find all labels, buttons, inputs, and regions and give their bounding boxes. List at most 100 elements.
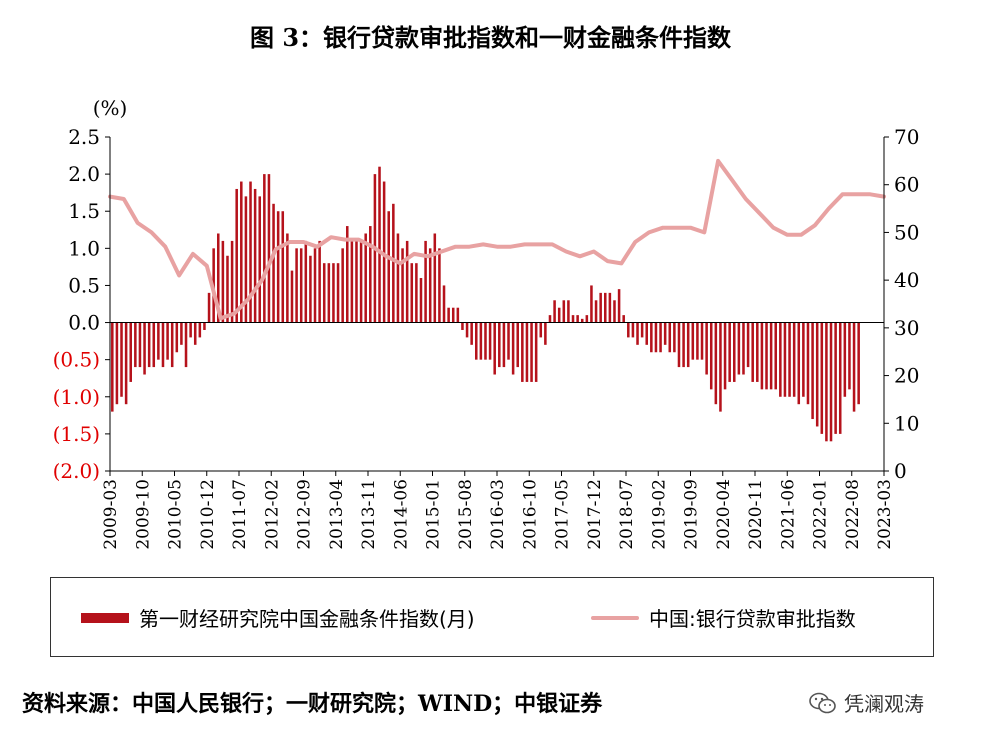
- bar: [848, 322, 851, 390]
- bar: [613, 300, 616, 323]
- bar: [686, 322, 690, 368]
- x-tick-label: 2020-04: [714, 479, 734, 550]
- bar: [737, 322, 741, 375]
- bar: [387, 211, 390, 323]
- bar: [838, 322, 842, 434]
- bar: [751, 322, 754, 382]
- right-tick-label: 60: [894, 173, 919, 197]
- chart-title: 图 3：银行贷款审批指数和一财金融条件指数: [249, 23, 732, 52]
- right-tick-label: 50: [894, 220, 919, 244]
- legend-label-fci: 第一财经研究院中国金融条件指数(月): [139, 607, 475, 631]
- bar: [433, 233, 437, 323]
- right-tick-label: 20: [894, 364, 919, 388]
- bar: [157, 322, 160, 360]
- bar: [129, 322, 132, 382]
- bar: [705, 322, 708, 375]
- bar: [170, 322, 174, 368]
- bar: [313, 248, 317, 323]
- bar: [663, 322, 667, 345]
- bar: [640, 322, 644, 338]
- x-tick-label: 2010-12: [198, 479, 218, 550]
- bar: [286, 233, 289, 323]
- bar: [788, 322, 791, 397]
- bar: [281, 211, 285, 323]
- bar: [617, 289, 621, 323]
- bar: [290, 270, 294, 323]
- x-tick-label: 2018-07: [617, 479, 637, 550]
- bar: [797, 322, 801, 405]
- bar: [548, 315, 552, 323]
- bar: [774, 322, 777, 390]
- x-tick-label: 2015-08: [456, 479, 476, 550]
- bar: [696, 322, 699, 360]
- unit-label: (%): [93, 96, 128, 120]
- bar: [815, 322, 819, 427]
- bar: [189, 322, 192, 338]
- bar: [742, 322, 745, 375]
- left-tick-label: 1.5: [68, 199, 100, 223]
- bar: [636, 322, 639, 345]
- bar: [557, 307, 561, 323]
- bar: [456, 307, 460, 323]
- bar: [760, 322, 764, 390]
- bar: [834, 322, 837, 434]
- watermark: 凭澜观涛: [808, 688, 924, 717]
- bar: [811, 322, 814, 420]
- right-tick-label: 30: [894, 316, 919, 340]
- bar: [691, 322, 695, 360]
- left-tick-label: (1.0): [53, 385, 100, 409]
- bar: [249, 181, 252, 323]
- x-tick-label: 2017-12: [585, 479, 605, 550]
- bar: [355, 240, 358, 323]
- bar: [769, 322, 773, 390]
- bar: [364, 233, 367, 323]
- bar: [714, 322, 718, 405]
- legend-swatch-bar: [81, 612, 129, 623]
- legend-label-loan-approval: 中国:银行贷款审批指数: [649, 607, 856, 631]
- bar: [382, 181, 386, 323]
- bar: [779, 322, 782, 397]
- x-tick-label: 2017-05: [553, 479, 573, 550]
- bar: [728, 322, 731, 382]
- bar: [217, 233, 220, 323]
- bar: [599, 292, 602, 323]
- bar: [226, 255, 229, 323]
- bar: [161, 322, 165, 368]
- series-line: [108, 158, 886, 321]
- bar: [576, 315, 579, 323]
- bar: [401, 248, 404, 323]
- bar: [567, 300, 570, 323]
- wechat-icon: [809, 692, 836, 713]
- watermark-text: 凭澜观涛: [844, 692, 924, 716]
- bar: [318, 240, 321, 323]
- bar: [733, 322, 736, 382]
- bar: [193, 322, 197, 345]
- bar: [346, 226, 349, 323]
- x-tick-label: 2016-10: [520, 479, 540, 550]
- bar: [580, 318, 584, 323]
- bar: [709, 322, 713, 390]
- bar: [175, 322, 179, 353]
- bar: [309, 255, 312, 323]
- right-tick-label: 40: [894, 268, 919, 292]
- bar: [765, 322, 768, 390]
- x-tick-label: 2010-05: [166, 479, 186, 550]
- bar: [253, 188, 257, 323]
- bar: [511, 322, 515, 375]
- right-tick-label: 10: [894, 411, 919, 435]
- bar: [792, 322, 796, 397]
- bar: [650, 322, 653, 353]
- bar: [111, 322, 114, 412]
- bar: [415, 263, 418, 323]
- x-tick-label: 2023-03: [875, 479, 895, 550]
- left-tick-label: 2.0: [68, 162, 100, 186]
- bar: [442, 285, 446, 323]
- source-note: 资料来源：中国人民银行；一财研究院；WIND；中银证券: [22, 691, 603, 717]
- bar: [369, 226, 372, 323]
- bar: [631, 322, 635, 338]
- bar: [590, 285, 593, 323]
- bar: [147, 322, 151, 368]
- bar: [138, 322, 142, 368]
- bar: [544, 322, 547, 345]
- x-tick-label: 2013-11: [359, 479, 379, 550]
